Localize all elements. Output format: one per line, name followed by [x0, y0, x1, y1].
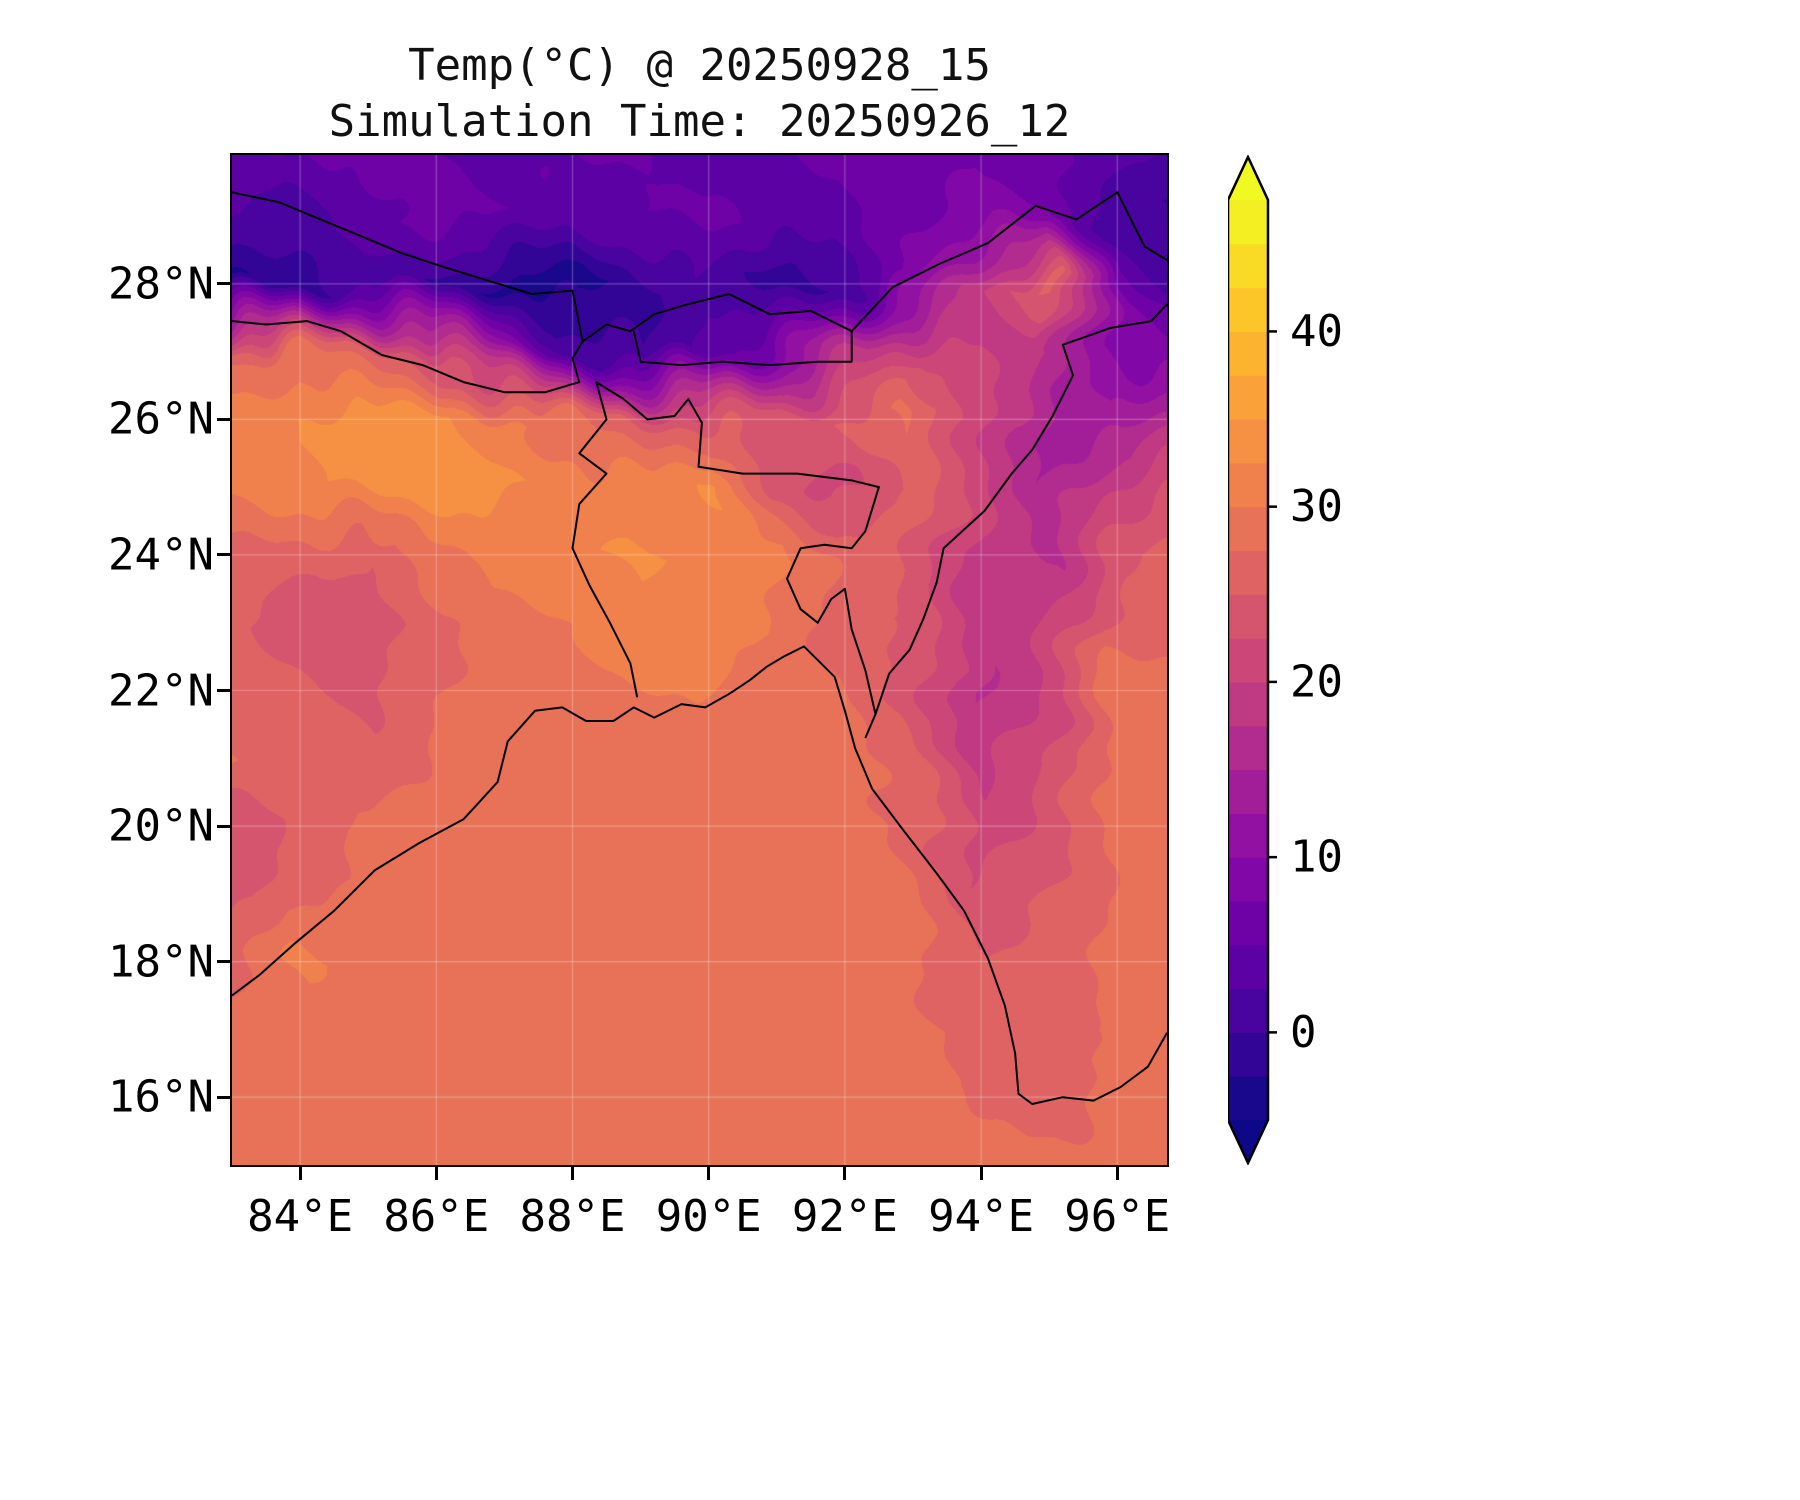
- x-axis-tick-label: 96°E: [1064, 1191, 1171, 1242]
- colorbar-segment: [1228, 638, 1268, 683]
- y-axis-tick-mark: [217, 1095, 230, 1099]
- border-path: [571, 381, 880, 739]
- colorbar-segment: [1228, 462, 1268, 508]
- colorbar-segment: [1228, 200, 1268, 245]
- y-axis-tick-label: 18°N: [108, 936, 214, 988]
- y-axis-tick-mark: [217, 689, 230, 692]
- x-axis-tick-mark: [298, 1167, 302, 1180]
- y-axis-tick-mark: [217, 282, 230, 286]
- colorbar-tick-label: 20: [1290, 656, 1343, 707]
- y-axis-tick-mark: [217, 960, 230, 964]
- plot-area: [230, 153, 1169, 1167]
- x-axis-tick-label: 92°E: [791, 1191, 898, 1242]
- colorbar-segment: [1228, 988, 1268, 1033]
- chart-title: Temp(°C) @ 20250928_15: [408, 40, 991, 91]
- y-axis-tick-label: 26°N: [108, 393, 214, 445]
- x-axis-tick-label: 90°E: [655, 1191, 762, 1242]
- colorbar-segment: [1228, 331, 1268, 376]
- x-axis-tick-label: 86°E: [383, 1191, 490, 1242]
- y-axis-tick-label: 20°N: [108, 800, 214, 852]
- colorbar-extend-max: [1228, 157, 1268, 200]
- x-axis-tick-label: 84°E: [247, 1191, 354, 1242]
- colorbar-segment: [1228, 419, 1268, 464]
- chart-subtitle: Simulation Time: 20250926_12: [328, 96, 1071, 147]
- colorbar-segment: [1228, 857, 1268, 902]
- colorbar-segment: [1228, 1032, 1268, 1077]
- colorbar-segment: [1228, 287, 1268, 333]
- y-axis-tick-label: 24°N: [108, 529, 214, 581]
- x-axis-tick-mark: [1115, 1167, 1119, 1180]
- border-path: [232, 320, 584, 394]
- border-path: [874, 303, 1167, 715]
- border-path: [232, 191, 584, 342]
- colorbar-segment: [1228, 813, 1268, 858]
- x-axis-tick-mark: [843, 1167, 847, 1180]
- colorbar-tick-label: 30: [1290, 481, 1343, 532]
- border-path: [632, 330, 853, 367]
- y-axis-tick-label: 16°N: [108, 1071, 214, 1123]
- colorbar-segment: [1228, 769, 1268, 814]
- colorbar-tick-label: 40: [1290, 306, 1343, 357]
- colorbar-segment: [1228, 1076, 1268, 1121]
- chart-title-block: Temp(°C) @ 20250928_15 Simulation Time: …: [232, 38, 1167, 150]
- temperature-field-canvas: [232, 155, 1167, 1165]
- y-axis-tick-mark: [217, 824, 230, 828]
- colorbar-segment: [1228, 506, 1268, 552]
- x-axis-tick-mark: [707, 1167, 711, 1180]
- colorbar-segment: [1228, 900, 1268, 946]
- x-axis-tick-label: 88°E: [519, 1191, 626, 1242]
- colorbar-segment: [1228, 594, 1268, 639]
- x-axis-tick-mark: [979, 1167, 983, 1180]
- y-axis-tick-mark: [217, 553, 230, 557]
- y-axis-tick-label: 28°N: [108, 258, 214, 310]
- y-axis-tick-label: 22°N: [108, 665, 214, 716]
- colorbar-segment: [1228, 944, 1268, 990]
- colorbar-segment: [1228, 550, 1268, 595]
- x-axis-tick-label: 94°E: [928, 1191, 1035, 1242]
- x-axis-tick-mark: [570, 1167, 574, 1180]
- colorbar-tick-label: 10: [1290, 832, 1343, 883]
- map-overlay-svg: [232, 191, 1167, 1105]
- x-axis-tick-mark: [434, 1167, 438, 1180]
- coastline-path: [232, 645, 1167, 1105]
- colorbar: 0 10 20 30 40: [1228, 155, 1343, 1165]
- colorbar-segment: [1228, 375, 1268, 420]
- colorbar-outline: [1228, 155, 1270, 1165]
- colorbar-segment: [1228, 681, 1268, 727]
- y-axis-tick-mark: [217, 417, 230, 421]
- colorbar-tick-label: 0: [1290, 1007, 1317, 1058]
- colorbar-segment: [1228, 725, 1268, 771]
- colorbar-segment: [1228, 243, 1268, 289]
- colorbar-extend-min: [1228, 1120, 1268, 1163]
- border-path: [582, 191, 1167, 343]
